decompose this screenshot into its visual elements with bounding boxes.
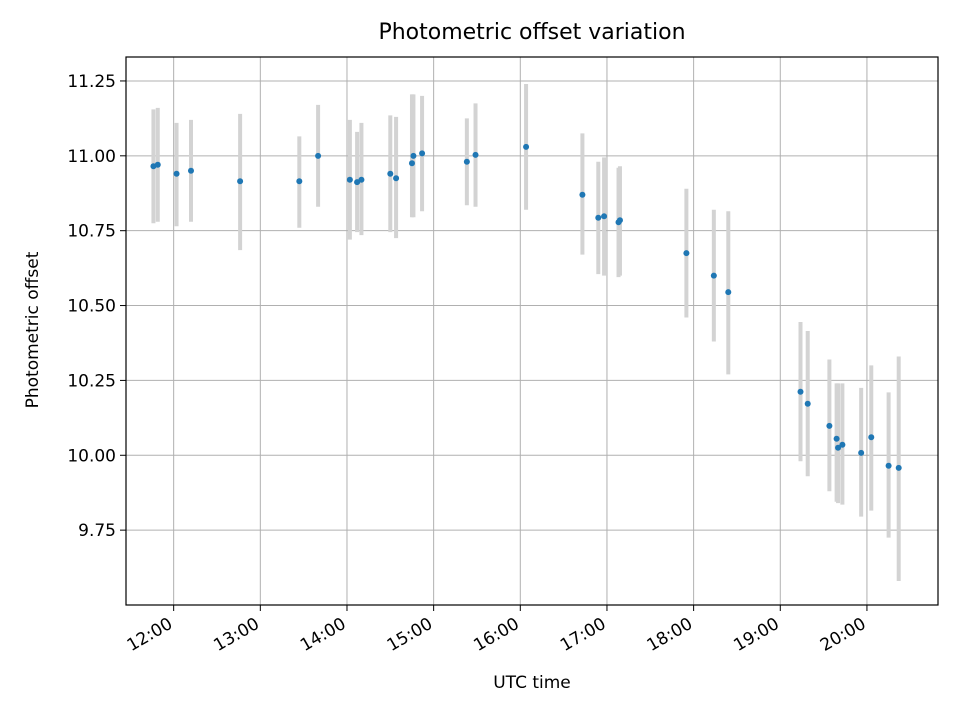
x-tick-label: 12:00	[124, 614, 176, 656]
x-tick-label: 20:00	[817, 614, 869, 656]
y-tick-label: 10.00	[67, 446, 116, 466]
y-tick-label: 10.50	[67, 297, 116, 317]
data-point	[804, 400, 811, 407]
data-point	[419, 150, 426, 157]
data-points	[150, 143, 902, 471]
data-point	[296, 178, 303, 185]
x-tick-label: 16:00	[470, 614, 522, 656]
data-point	[472, 151, 479, 158]
plot-frame	[125, 56, 939, 606]
chart-title: Photometric offset variation	[378, 20, 686, 45]
y-tick-label: 9.75	[78, 521, 116, 541]
data-point	[463, 158, 470, 165]
y-tick-label: 11.25	[67, 72, 116, 92]
data-point	[346, 176, 353, 183]
x-tick-label: 15:00	[384, 614, 436, 656]
data-point	[895, 464, 902, 471]
data-point	[601, 213, 608, 220]
data-point	[410, 152, 417, 159]
x-tick-label: 18:00	[644, 614, 696, 656]
x-axis-label: UTC time	[493, 673, 571, 693]
error-bars	[151, 83, 901, 582]
y-axis-ticks: 9.75 10.00 10.25 10.50 10.75 11.00 11.25	[67, 72, 126, 541]
x-axis-ticks: 12:00 13:00 14:00 15:00 16:00 17:00 18:00 19:00…	[124, 605, 869, 656]
y-tick-label: 11.00	[67, 147, 116, 167]
data-point	[725, 289, 732, 296]
data-point	[187, 167, 194, 174]
x-tick-label: 17:00	[557, 614, 609, 656]
data-point	[237, 178, 244, 185]
data-point	[315, 152, 322, 159]
data-point	[387, 170, 394, 177]
data-point	[154, 161, 161, 168]
data-point	[595, 214, 602, 221]
data-point	[839, 441, 846, 448]
data-point	[826, 422, 833, 429]
y-tick-label: 10.25	[67, 371, 116, 391]
grid-lines	[126, 57, 938, 605]
data-point	[523, 143, 530, 150]
x-tick-label: 19:00	[730, 614, 782, 656]
data-point	[797, 388, 804, 395]
data-point	[885, 462, 892, 469]
data-point	[868, 434, 875, 441]
data-point	[710, 272, 717, 279]
data-point	[173, 170, 180, 177]
data-point	[616, 217, 623, 224]
x-tick-label: 14:00	[297, 614, 349, 656]
data-point	[683, 250, 690, 257]
data-point	[393, 175, 400, 182]
data-point	[408, 160, 415, 167]
data-point	[579, 191, 586, 198]
data-point	[858, 449, 865, 456]
data-point	[835, 444, 842, 451]
y-tick-label: 10.75	[67, 222, 116, 242]
data-point	[358, 176, 365, 183]
data-point	[833, 435, 840, 442]
x-tick-label: 13:00	[210, 614, 262, 656]
